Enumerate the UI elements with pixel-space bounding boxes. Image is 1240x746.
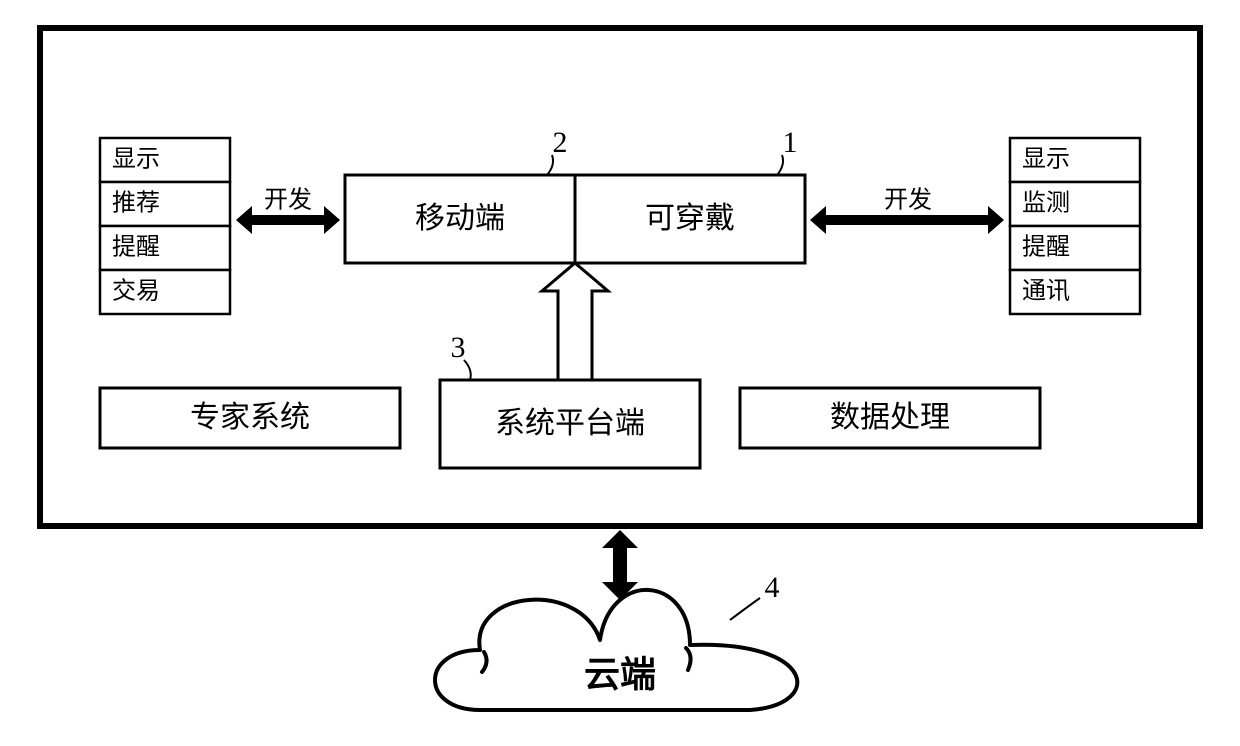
cloud-label: 云端 [584,654,656,694]
right-list-label: 显示 [1022,147,1070,173]
mobile-box-callout: 2 [553,126,568,159]
mobile-box-label: 移动端 [415,202,505,235]
left-list-label: 推荐 [112,190,160,217]
left-list-label: 显示 [112,147,160,173]
dev-left-label: 开发 [264,187,312,214]
cloud-callout: 4 [765,571,780,604]
wearable-box-label: 可穿戴 [645,202,735,235]
right-list-label: 监测 [1022,190,1070,217]
left-list-label: 交易 [112,278,160,305]
left-list-label: 提醒 [112,234,160,261]
expert-box-label: 专家系统 [190,401,310,434]
dev-right-label: 开发 [884,187,932,214]
platform-box-label: 系统平台端 [495,407,645,440]
arrow-double-cloud [602,530,638,600]
right-list-label: 提醒 [1022,234,1070,261]
platform-box-callout: 3 [451,331,466,364]
right-list-label: 通讯 [1022,279,1070,305]
cloud-callout-line [730,598,760,620]
wearable-box-callout: 1 [783,126,798,159]
data-box-label: 数据处理 [830,401,950,434]
